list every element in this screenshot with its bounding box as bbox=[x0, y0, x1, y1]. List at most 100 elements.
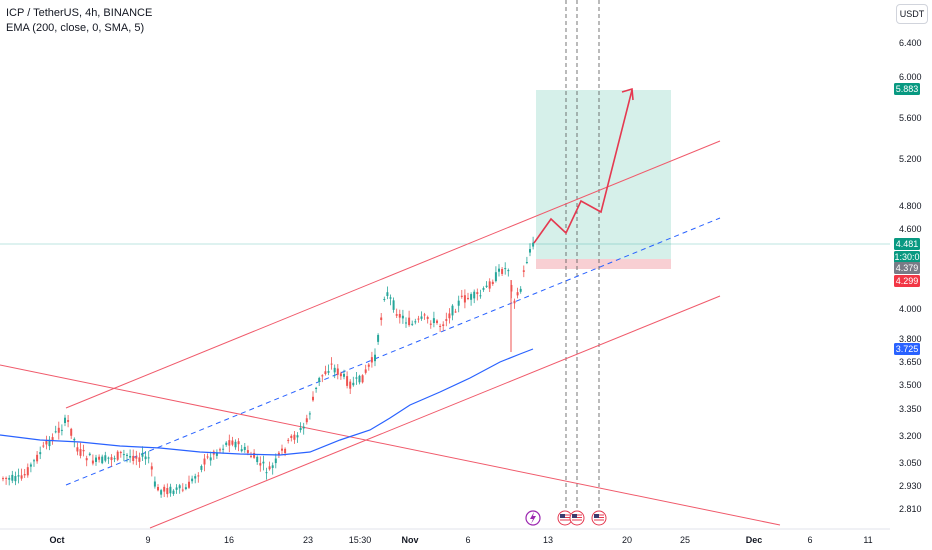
candle[interactable] bbox=[414, 321, 417, 323]
us-flag-icon[interactable] bbox=[591, 510, 607, 526]
candle[interactable] bbox=[364, 369, 367, 373]
candle[interactable] bbox=[188, 481, 190, 488]
candle[interactable] bbox=[169, 486, 172, 494]
candle[interactable] bbox=[498, 268, 500, 272]
candle[interactable] bbox=[126, 454, 128, 456]
candle[interactable] bbox=[389, 297, 392, 299]
candle[interactable] bbox=[343, 373, 345, 377]
candle[interactable] bbox=[36, 454, 39, 462]
candle[interactable] bbox=[225, 442, 228, 445]
candle[interactable] bbox=[116, 451, 119, 460]
candle[interactable] bbox=[315, 387, 318, 390]
candle[interactable] bbox=[299, 427, 302, 431]
candle[interactable] bbox=[191, 478, 194, 482]
candle[interactable] bbox=[377, 334, 380, 342]
candle[interactable] bbox=[163, 486, 166, 492]
candle[interactable] bbox=[23, 474, 26, 476]
candle[interactable] bbox=[138, 457, 141, 462]
candle[interactable] bbox=[60, 429, 63, 431]
candle[interactable] bbox=[5, 477, 8, 479]
candle[interactable] bbox=[346, 376, 349, 386]
candle[interactable] bbox=[141, 453, 144, 457]
candle[interactable] bbox=[429, 323, 432, 325]
candle[interactable] bbox=[64, 417, 66, 424]
candle[interactable] bbox=[104, 455, 107, 461]
candle[interactable] bbox=[473, 291, 476, 299]
candle[interactable] bbox=[494, 272, 497, 282]
candle[interactable] bbox=[200, 466, 203, 470]
candle[interactable] bbox=[222, 448, 225, 450]
candle[interactable] bbox=[129, 455, 132, 458]
candle[interactable] bbox=[231, 440, 234, 445]
candle[interactable] bbox=[479, 295, 482, 297]
candle[interactable] bbox=[240, 449, 243, 452]
candle[interactable] bbox=[215, 452, 218, 456]
candle[interactable] bbox=[113, 458, 116, 460]
candle[interactable] bbox=[243, 446, 246, 450]
candle[interactable] bbox=[107, 457, 110, 459]
candle[interactable] bbox=[519, 288, 522, 292]
candle[interactable] bbox=[336, 368, 339, 375]
candle[interactable] bbox=[181, 489, 184, 491]
x-axis[interactable]: Oct 9 16 23 15:30 Nov 6 13 20 25 Dec 6 11 bbox=[49, 535, 872, 545]
candle[interactable] bbox=[417, 318, 420, 320]
candle[interactable] bbox=[504, 268, 507, 270]
candle[interactable] bbox=[507, 270, 510, 272]
event-icons[interactable] bbox=[525, 510, 607, 526]
candle[interactable] bbox=[284, 448, 287, 454]
candle[interactable] bbox=[451, 305, 454, 316]
candle[interactable] bbox=[122, 454, 125, 456]
candle[interactable] bbox=[246, 450, 249, 453]
candle[interactable] bbox=[95, 457, 97, 462]
candle[interactable] bbox=[219, 449, 221, 451]
candle[interactable] bbox=[160, 490, 163, 495]
candle[interactable] bbox=[305, 418, 308, 423]
candle[interactable] bbox=[287, 439, 290, 441]
candle[interactable] bbox=[73, 438, 76, 441]
candle[interactable] bbox=[150, 466, 153, 470]
candle[interactable] bbox=[250, 455, 252, 457]
candle[interactable] bbox=[85, 458, 88, 461]
candle[interactable] bbox=[370, 357, 373, 363]
candle[interactable] bbox=[91, 460, 94, 464]
indicator-label[interactable]: EMA (200, close, 0, SMA, 5) bbox=[6, 22, 145, 34]
candle[interactable] bbox=[383, 298, 386, 300]
candle[interactable] bbox=[14, 476, 17, 482]
candle[interactable] bbox=[395, 314, 398, 316]
candle[interactable] bbox=[20, 475, 23, 479]
candle[interactable] bbox=[361, 375, 364, 383]
candle[interactable] bbox=[467, 297, 469, 299]
candle[interactable] bbox=[197, 475, 200, 477]
candle[interactable] bbox=[463, 295, 466, 303]
candle[interactable] bbox=[454, 311, 457, 313]
candle[interactable] bbox=[172, 490, 175, 494]
symbol-title[interactable]: ICP / TetherUS, 4h, BINANCE bbox=[6, 7, 153, 19]
candle[interactable] bbox=[194, 476, 197, 479]
downtrend-line[interactable] bbox=[0, 364, 781, 526]
candle[interactable] bbox=[88, 453, 91, 456]
candle[interactable] bbox=[234, 441, 237, 448]
candle[interactable] bbox=[184, 487, 187, 490]
candle[interactable] bbox=[39, 452, 42, 455]
candle[interactable] bbox=[153, 481, 156, 487]
candle[interactable] bbox=[76, 447, 79, 452]
candle[interactable] bbox=[426, 317, 429, 319]
candle[interactable] bbox=[293, 434, 296, 440]
candles-group[interactable] bbox=[2, 236, 535, 498]
candle[interactable] bbox=[349, 381, 352, 389]
candle[interactable] bbox=[33, 460, 35, 462]
candle[interactable] bbox=[330, 363, 333, 365]
candle[interactable] bbox=[268, 466, 271, 470]
candle[interactable] bbox=[166, 488, 169, 495]
candle[interactable] bbox=[423, 314, 426, 316]
candle[interactable] bbox=[374, 354, 376, 362]
stop-zone[interactable] bbox=[536, 259, 671, 269]
candle[interactable] bbox=[281, 448, 283, 451]
candle[interactable] bbox=[513, 300, 516, 304]
candle[interactable] bbox=[432, 318, 435, 324]
candle[interactable] bbox=[318, 377, 321, 382]
candle[interactable] bbox=[488, 281, 491, 289]
candle[interactable] bbox=[501, 269, 504, 274]
channel-lower-line[interactable] bbox=[149, 295, 721, 529]
